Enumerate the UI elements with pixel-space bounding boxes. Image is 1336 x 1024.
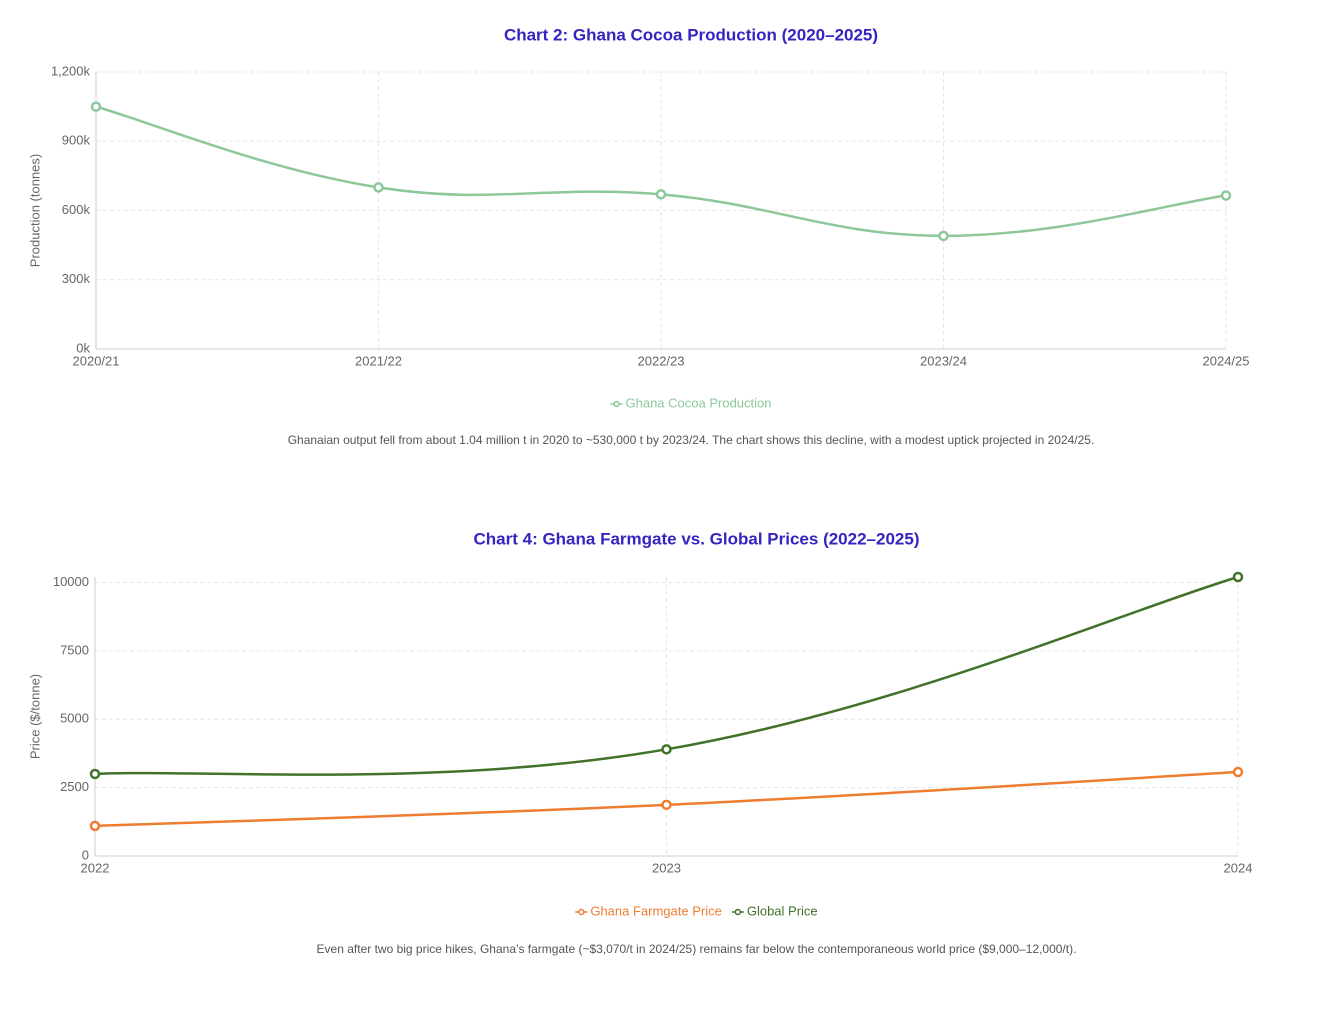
- y-tick-label: 0k: [76, 340, 90, 355]
- y-axis-label: Production (tonnes): [27, 154, 42, 267]
- data-point: [1220, 190, 1232, 201]
- legend-label: Ghana Cocoa Production: [626, 395, 772, 410]
- chart-title: Chart 2: Ghana Cocoa Production (2020–20…: [504, 25, 878, 44]
- legend-marker: [734, 908, 742, 916]
- y-axis-label: Price ($/tonne): [27, 674, 42, 759]
- x-tick-label: 2022/23: [638, 353, 685, 368]
- y-tick-label: 300k: [62, 271, 91, 286]
- x-tick-label: 2024/25: [1203, 353, 1250, 368]
- caption: Even after two big price hikes, Ghana’s …: [317, 942, 1077, 956]
- legend-marker: [578, 908, 585, 916]
- chart-title: Chart 4: Ghana Farmgate vs. Global Price…: [474, 529, 920, 548]
- x-tick-label: 2021/22: [355, 353, 402, 368]
- legend-label: Ghana Farmgate Price: [590, 903, 722, 918]
- caption: Ghanaian output fell from about 1.04 mil…: [288, 433, 1095, 447]
- legend-marker: [613, 400, 620, 408]
- data-point: [938, 230, 949, 242]
- x-tick-label: 2020/21: [73, 353, 120, 368]
- data-point: [661, 744, 672, 755]
- y-tick-label: 7500: [60, 642, 89, 657]
- legend: Ghana Farmgate Price Global Price: [575, 903, 818, 918]
- data-point: [89, 820, 101, 832]
- x-tick-label: 2023: [652, 860, 681, 875]
- x-tick-label: 2024: [1224, 860, 1253, 875]
- data-point: [90, 101, 102, 112]
- data-point: [1232, 766, 1244, 778]
- y-tick-label: 5000: [60, 711, 89, 726]
- legend-label: Global Price: [747, 903, 818, 918]
- data-point: [655, 189, 667, 200]
- y-tick-label: 10000: [53, 574, 89, 589]
- y-tick-label: 2500: [60, 779, 89, 794]
- data-point: [373, 182, 384, 193]
- data-point: [1232, 571, 1244, 583]
- x-tick-label: 2022: [81, 860, 110, 875]
- data-point: [661, 799, 672, 811]
- legend: Ghana Cocoa Production: [610, 395, 772, 410]
- y-tick-label: 900k: [62, 133, 91, 148]
- x-tick-label: 2023/24: [920, 353, 967, 368]
- data-point: [89, 768, 101, 780]
- y-tick-label: 0: [82, 847, 89, 862]
- y-tick-label: 600k: [62, 202, 91, 217]
- y-tick-label: 1,200k: [51, 63, 91, 78]
